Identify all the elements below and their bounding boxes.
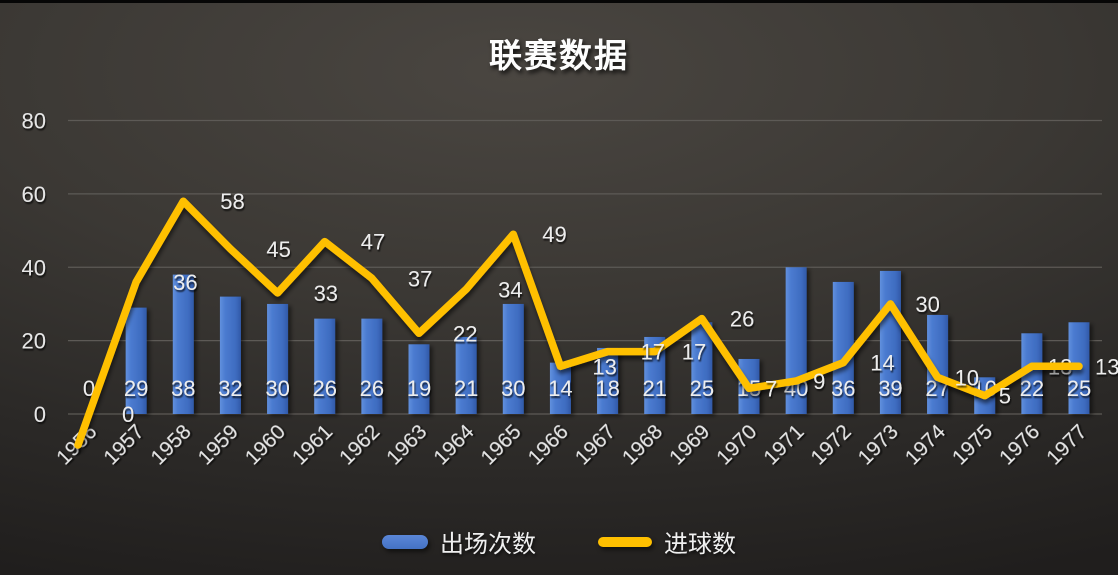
legend-bar-label: 出场次数 bbox=[440, 531, 536, 558]
line-label-1971: 9 bbox=[813, 369, 825, 394]
bar-1966 bbox=[549, 362, 571, 414]
line-label-1964: 34 bbox=[498, 277, 522, 302]
bar-1958 bbox=[172, 274, 194, 414]
legend-line-label: 进球数 bbox=[664, 531, 736, 558]
line-label-1961: 47 bbox=[361, 230, 385, 255]
x-tick-label-1966: 1966 bbox=[524, 420, 573, 469]
x-tick-label-1976: 1976 bbox=[995, 420, 1044, 469]
y-tick-label-40: 40 bbox=[22, 255, 46, 280]
plot-area: 0 20 40 60 80 1956195719581959196019611962196… bbox=[22, 109, 1118, 470]
x-tick-label-1965: 1965 bbox=[477, 420, 526, 469]
bar-1967 bbox=[597, 347, 619, 414]
line-series bbox=[74, 197, 1083, 449]
bar-label-1965: 30 bbox=[501, 376, 525, 401]
line-label-1968: 17 bbox=[682, 340, 706, 365]
line-label-1957: 36 bbox=[173, 270, 197, 295]
bar-label-1966: 14 bbox=[548, 376, 572, 401]
bar-1960 bbox=[267, 303, 289, 414]
x-tick-label-1957: 1957 bbox=[99, 420, 148, 469]
line-label-1967: 17 bbox=[641, 340, 665, 365]
legend: 出场次数 进球数 bbox=[0, 524, 1118, 559]
x-tick-label-1963: 1963 bbox=[382, 420, 431, 469]
bar-label-1960: 30 bbox=[265, 376, 289, 401]
bar-1957 bbox=[125, 307, 147, 414]
bar-label-1961: 26 bbox=[312, 376, 336, 401]
x-axis-labels: 1956195719581959196019611962196319641965… bbox=[52, 420, 1091, 470]
x-tick-label-1960: 1960 bbox=[241, 420, 290, 469]
line-label-1970: 7 bbox=[765, 376, 777, 401]
bar-label-1968: 21 bbox=[642, 376, 666, 401]
line-label-1960: 33 bbox=[314, 281, 338, 306]
gridlines: 0 20 40 60 80 bbox=[22, 109, 1102, 427]
line-label-1958: 58 bbox=[220, 189, 244, 214]
bar-1972 bbox=[832, 281, 854, 414]
bar-1974 bbox=[927, 314, 949, 414]
legend-line-swatch bbox=[598, 536, 652, 547]
bar-label-1959: 32 bbox=[218, 376, 242, 401]
line-label-1966: 13 bbox=[592, 354, 616, 379]
x-tick-label-1962: 1962 bbox=[335, 420, 384, 469]
y-tick-label-60: 60 bbox=[22, 182, 46, 207]
legend-bar-swatch bbox=[382, 534, 428, 549]
bar-data-labels: 0 29 38 32 30 26 26 19 21 30 14 18 21 25 15 40 36 39 27 10 2… bbox=[83, 376, 1091, 401]
line-data-labels: 0 36 58 45 33 47 37 22 34 49 13 17 17 26 7 9 14 30 10 5 13 bbox=[122, 189, 1118, 427]
x-tick-label-1975: 1975 bbox=[948, 420, 997, 469]
bar-1959 bbox=[219, 296, 241, 414]
bar-1962 bbox=[361, 318, 383, 414]
bar-series bbox=[125, 267, 1090, 414]
bar-label-1963: 19 bbox=[407, 376, 431, 401]
bar-label-1964: 21 bbox=[454, 376, 478, 401]
line-label-1969: 26 bbox=[730, 307, 754, 332]
line-label-1973: 30 bbox=[915, 292, 939, 317]
chart-title: 联赛数据 bbox=[489, 37, 629, 74]
bar-label-1977: 25 bbox=[1067, 376, 1091, 401]
bar-label-1957: 29 bbox=[124, 376, 148, 401]
bar-label-1962: 26 bbox=[360, 376, 384, 401]
bar-label-1976: 22 bbox=[1020, 376, 1044, 401]
bar-1976 bbox=[1021, 333, 1043, 414]
bar-label-1967: 18 bbox=[595, 376, 619, 401]
bar-label-1973: 39 bbox=[878, 376, 902, 401]
line-label-1959: 45 bbox=[266, 237, 290, 262]
x-tick-label-1972: 1972 bbox=[807, 420, 856, 469]
line-label-1963: 22 bbox=[453, 321, 477, 346]
line-label-1974: 10 bbox=[955, 365, 979, 390]
bar-1961 bbox=[314, 318, 336, 414]
x-tick-label-1970: 1970 bbox=[712, 420, 761, 469]
x-tick-label-1974: 1974 bbox=[901, 420, 951, 470]
x-tick-label-1969: 1969 bbox=[665, 420, 714, 469]
bar-1963 bbox=[408, 344, 430, 414]
line-label-1956: 0 bbox=[122, 402, 134, 427]
bar-1964 bbox=[455, 336, 477, 414]
bar-1965 bbox=[502, 303, 524, 414]
x-tick-label-1967: 1967 bbox=[571, 420, 620, 469]
y-tick-label-80: 80 bbox=[22, 109, 46, 134]
line-label-1965: 49 bbox=[542, 222, 566, 247]
line-label-1975: 5 bbox=[999, 384, 1011, 409]
bar-label-1972: 36 bbox=[831, 376, 855, 401]
bar-label-1958: 38 bbox=[171, 376, 195, 401]
line-label-1962: 37 bbox=[408, 266, 432, 291]
x-tick-label-1971: 1971 bbox=[759, 420, 808, 469]
y-tick-label-20: 20 bbox=[22, 329, 46, 354]
y-tick-label-0: 0 bbox=[34, 402, 46, 427]
legend-item-bars: 出场次数 bbox=[382, 524, 536, 559]
x-tick-label-1968: 1968 bbox=[618, 420, 667, 469]
x-tick-label-1958: 1958 bbox=[147, 420, 196, 469]
x-tick-label-1959: 1959 bbox=[194, 420, 243, 469]
x-tick-label-1964: 1964 bbox=[429, 420, 479, 470]
x-tick-label-1977: 1977 bbox=[1042, 420, 1091, 469]
legend-item-line: 进球数 bbox=[598, 524, 736, 559]
line-label-1977: 13 bbox=[1095, 354, 1118, 379]
x-tick-label-1961: 1961 bbox=[288, 420, 337, 469]
bar-1969 bbox=[691, 322, 713, 414]
bar-1968 bbox=[644, 336, 666, 414]
bar-label-1969: 25 bbox=[690, 376, 714, 401]
x-tick-label-1973: 1973 bbox=[854, 420, 903, 469]
line-label-1972: 14 bbox=[870, 351, 894, 376]
